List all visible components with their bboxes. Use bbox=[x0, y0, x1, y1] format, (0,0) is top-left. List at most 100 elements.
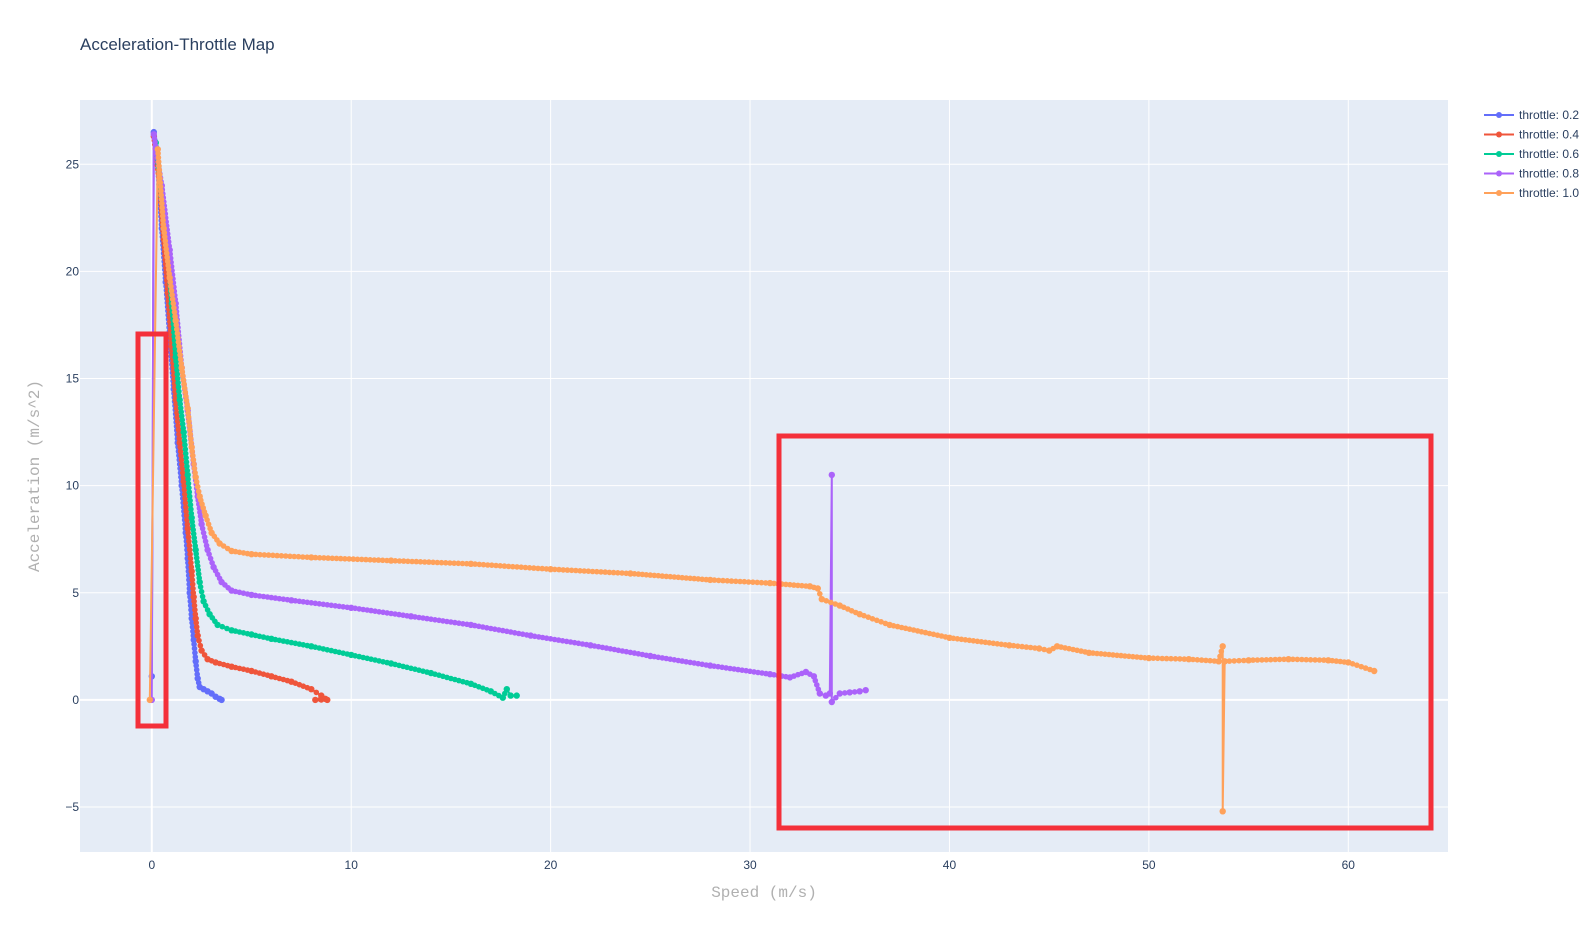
data-point bbox=[163, 246, 169, 252]
data-point bbox=[699, 576, 705, 583]
data-point bbox=[526, 565, 533, 571]
data-point bbox=[1150, 655, 1157, 661]
data-point bbox=[1154, 655, 1161, 662]
data-point bbox=[1219, 808, 1226, 815]
data-point bbox=[174, 418, 181, 425]
data-point bbox=[434, 559, 441, 566]
data-point bbox=[606, 569, 613, 576]
data-point bbox=[1194, 657, 1201, 663]
legend-item[interactable]: throttle: 0.8 bbox=[1484, 167, 1579, 181]
data-point bbox=[568, 567, 575, 574]
data-point bbox=[187, 431, 194, 438]
data-point bbox=[171, 305, 177, 311]
data-point bbox=[174, 367, 180, 373]
data-point bbox=[175, 422, 181, 429]
data-point bbox=[193, 620, 199, 626]
data-point bbox=[270, 552, 276, 559]
data-point bbox=[146, 696, 153, 704]
legend-item[interactable]: throttle: 0.4 bbox=[1484, 128, 1579, 142]
data-point bbox=[1114, 652, 1120, 659]
data-point bbox=[878, 619, 884, 625]
data-point bbox=[183, 393, 189, 400]
data-point bbox=[1226, 658, 1233, 664]
data-point bbox=[1145, 654, 1153, 662]
data-point bbox=[180, 377, 187, 383]
data-point bbox=[182, 500, 189, 506]
data-point bbox=[180, 470, 186, 476]
data-point bbox=[1015, 643, 1021, 649]
data-point bbox=[157, 175, 163, 182]
data-point bbox=[663, 573, 670, 580]
data-point bbox=[1307, 657, 1314, 663]
data-point bbox=[816, 690, 823, 697]
data-point bbox=[188, 506, 194, 512]
data-point bbox=[396, 558, 403, 564]
data-point bbox=[1094, 650, 1100, 657]
data-point bbox=[168, 283, 174, 290]
data-point bbox=[865, 614, 872, 620]
data-point bbox=[1285, 656, 1292, 663]
data-point bbox=[1130, 653, 1136, 660]
x-axis-title: Speed (m/s) bbox=[711, 884, 817, 902]
data-point bbox=[185, 480, 192, 487]
data-point bbox=[176, 343, 182, 350]
data-point bbox=[202, 602, 209, 609]
data-point bbox=[679, 574, 685, 581]
data-point bbox=[182, 491, 188, 498]
data-point bbox=[518, 564, 524, 570]
data-point bbox=[1316, 657, 1323, 663]
data-point bbox=[188, 443, 195, 451]
data-point bbox=[814, 682, 820, 688]
data-point bbox=[594, 568, 600, 575]
data-point bbox=[318, 697, 325, 703]
data-point bbox=[513, 692, 520, 699]
data-point bbox=[172, 353, 179, 361]
data-point bbox=[157, 179, 164, 186]
data-point bbox=[1027, 644, 1034, 651]
data-point bbox=[166, 274, 173, 281]
data-point bbox=[199, 593, 206, 600]
data-point bbox=[1294, 656, 1301, 663]
chart-title: Acceleration-Throttle Map bbox=[80, 35, 275, 54]
legend-swatch-marker bbox=[1496, 131, 1502, 138]
data-point bbox=[413, 558, 420, 565]
legend-item[interactable]: throttle: 0.2 bbox=[1484, 108, 1579, 122]
data-point bbox=[181, 433, 187, 440]
highlight-box-low-speed bbox=[135, 331, 169, 729]
data-point bbox=[163, 250, 170, 256]
data-point bbox=[1267, 656, 1274, 663]
data-point bbox=[589, 568, 596, 575]
data-point bbox=[1168, 655, 1174, 662]
data-point bbox=[177, 356, 184, 363]
data-point bbox=[602, 569, 608, 575]
data-point bbox=[711, 577, 718, 583]
data-point bbox=[176, 388, 182, 395]
data-point bbox=[173, 322, 180, 328]
x-tick-label: 30 bbox=[743, 858, 757, 872]
legend-label: throttle: 1.0 bbox=[1519, 186, 1579, 200]
data-point bbox=[183, 508, 189, 515]
data-point bbox=[1245, 657, 1252, 664]
data-point bbox=[1303, 656, 1309, 663]
data-point bbox=[643, 572, 650, 578]
data-point bbox=[175, 339, 182, 345]
data-point bbox=[1006, 642, 1013, 649]
data-point bbox=[1358, 663, 1365, 670]
data-point bbox=[552, 566, 558, 573]
legend-item[interactable]: throttle: 1.0 bbox=[1484, 186, 1579, 200]
data-point bbox=[261, 552, 268, 558]
data-point bbox=[197, 642, 204, 649]
legend-item[interactable]: throttle: 0.6 bbox=[1484, 147, 1579, 161]
data-point bbox=[833, 694, 839, 701]
data-point bbox=[505, 563, 512, 570]
data-point bbox=[1217, 653, 1223, 660]
grid-layer bbox=[80, 100, 1448, 852]
data-point bbox=[200, 530, 207, 536]
data-point bbox=[733, 578, 739, 585]
data-point bbox=[187, 497, 193, 504]
data-point bbox=[191, 641, 197, 647]
data-point bbox=[158, 196, 165, 203]
data-point bbox=[188, 560, 194, 566]
data-point bbox=[1272, 656, 1278, 663]
data-point bbox=[724, 578, 731, 584]
